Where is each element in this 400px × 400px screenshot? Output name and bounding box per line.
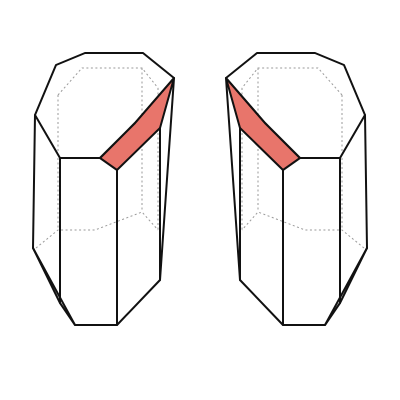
left-highlight-face	[100, 78, 174, 170]
right-highlight-face	[226, 78, 300, 170]
left-crystal	[32, 52, 175, 326]
left-visible-edges	[32, 52, 175, 326]
right-crystal	[225, 52, 368, 326]
right-visible-edges	[225, 52, 368, 326]
